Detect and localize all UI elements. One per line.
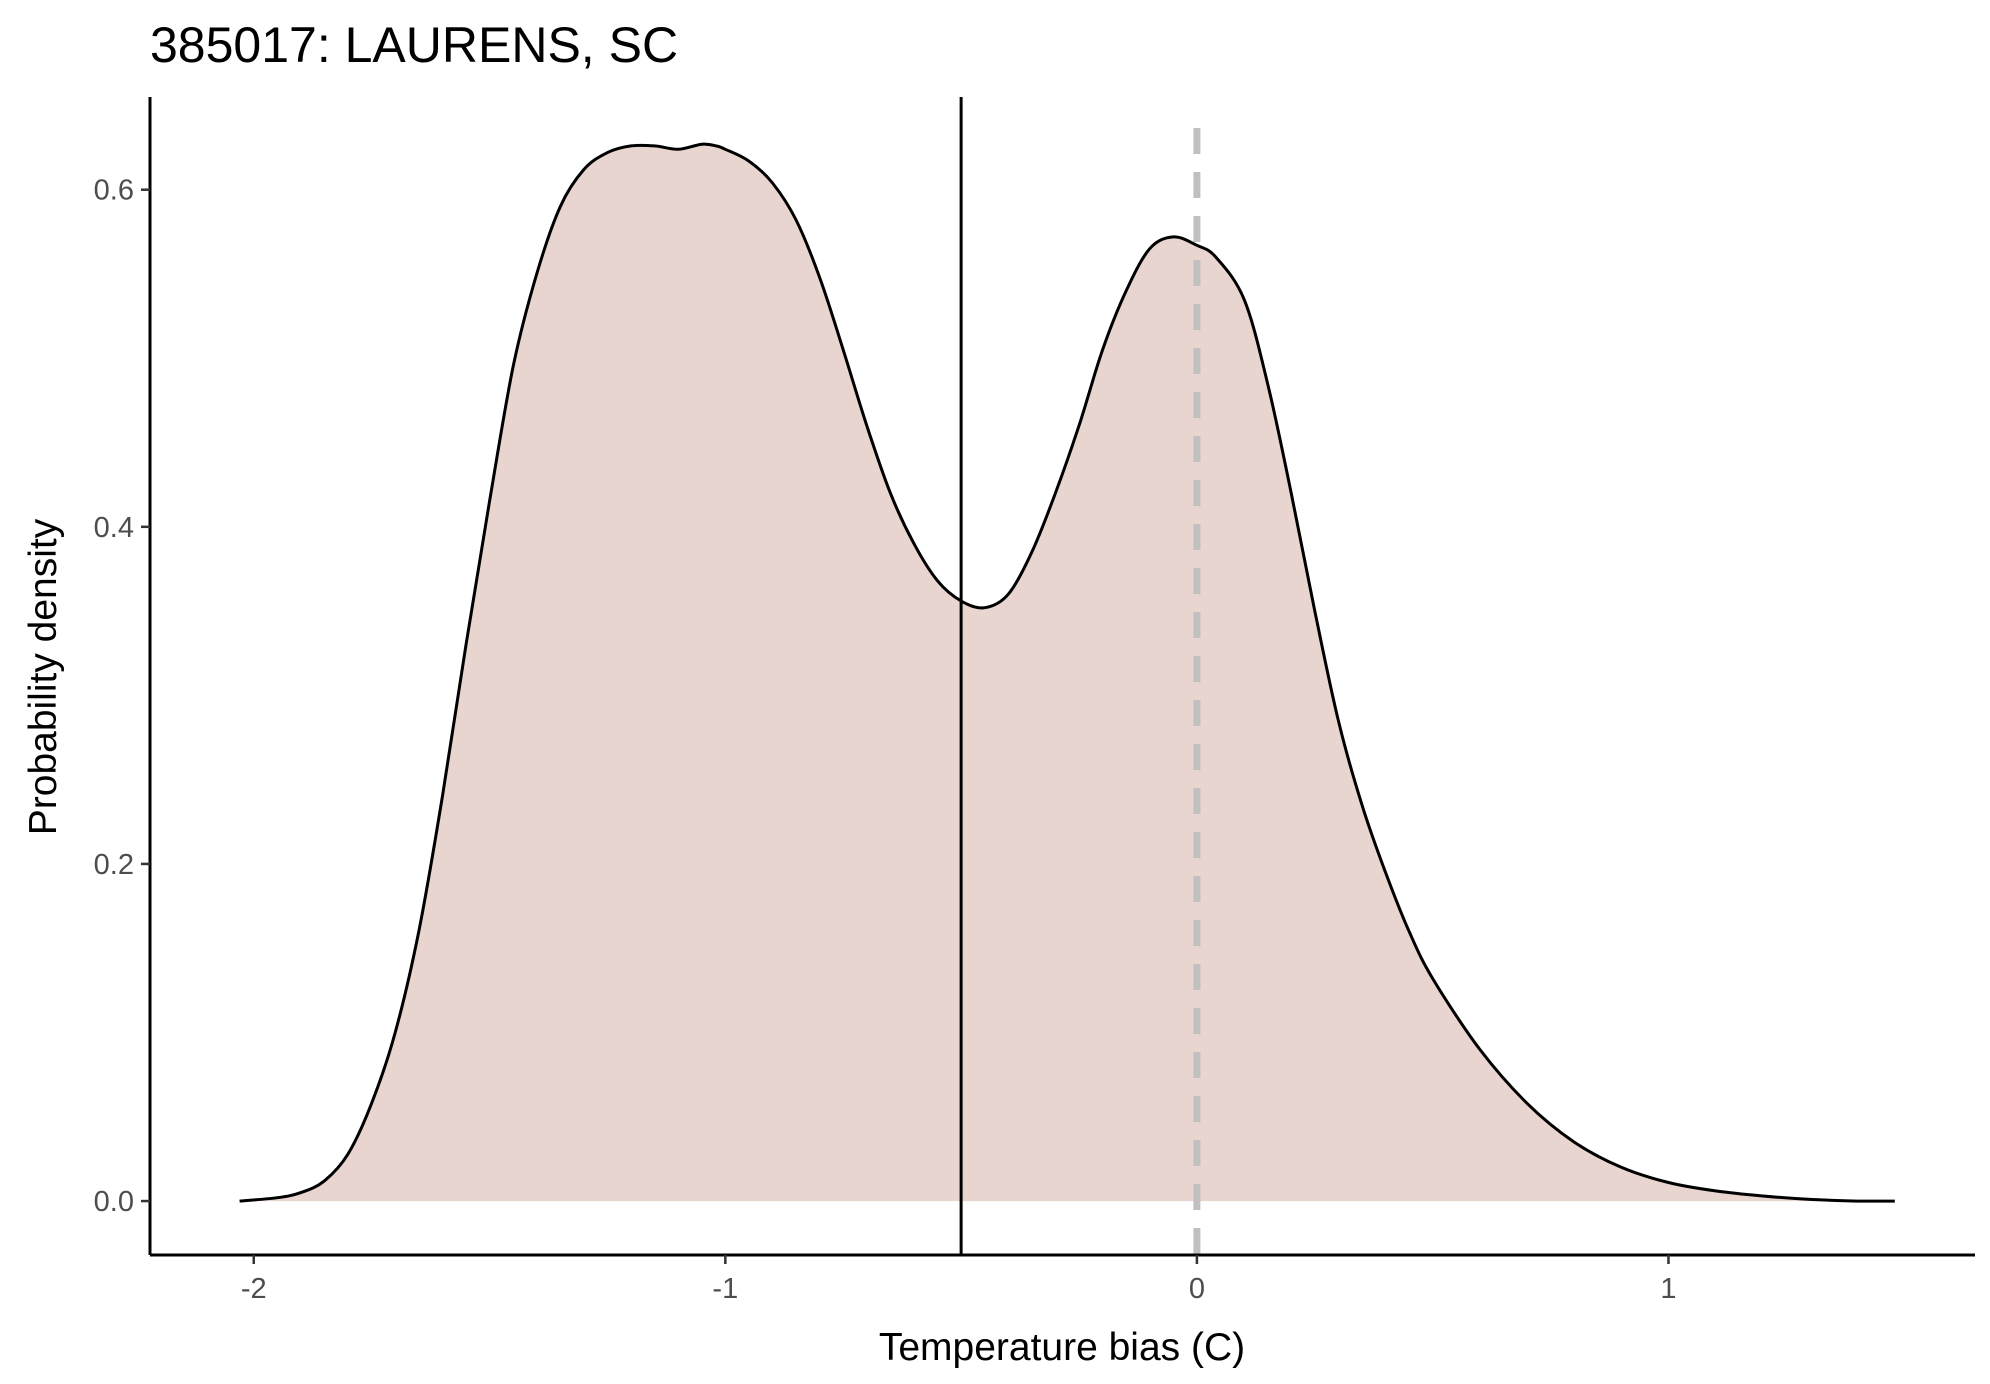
y-tick-label: 0.6	[94, 175, 134, 207]
y-tick-label: 0.4	[94, 512, 134, 544]
plot-area	[239, 97, 1895, 1255]
density-fill-area	[239, 144, 1895, 1202]
chart-title: 385017: LAURENS, SC	[150, 17, 678, 73]
x-tick-label: -2	[241, 1273, 267, 1305]
x-tick-label: -1	[712, 1273, 738, 1305]
y-tick-label: 0.0	[94, 1186, 134, 1218]
x-axis-ticks: -2 -1 0 1	[241, 1255, 1677, 1305]
y-axis-ticks: 0.0 0.2 0.4 0.6	[94, 175, 150, 1218]
x-axis-title: Temperature bias (C)	[879, 1326, 1245, 1369]
x-tick-label: 1	[1660, 1273, 1676, 1305]
y-axis-title: Probability density	[22, 518, 65, 835]
y-tick-label: 0.2	[94, 849, 134, 881]
density-curve-line	[239, 142, 1895, 1203]
x-tick-label: 0	[1189, 1273, 1205, 1305]
